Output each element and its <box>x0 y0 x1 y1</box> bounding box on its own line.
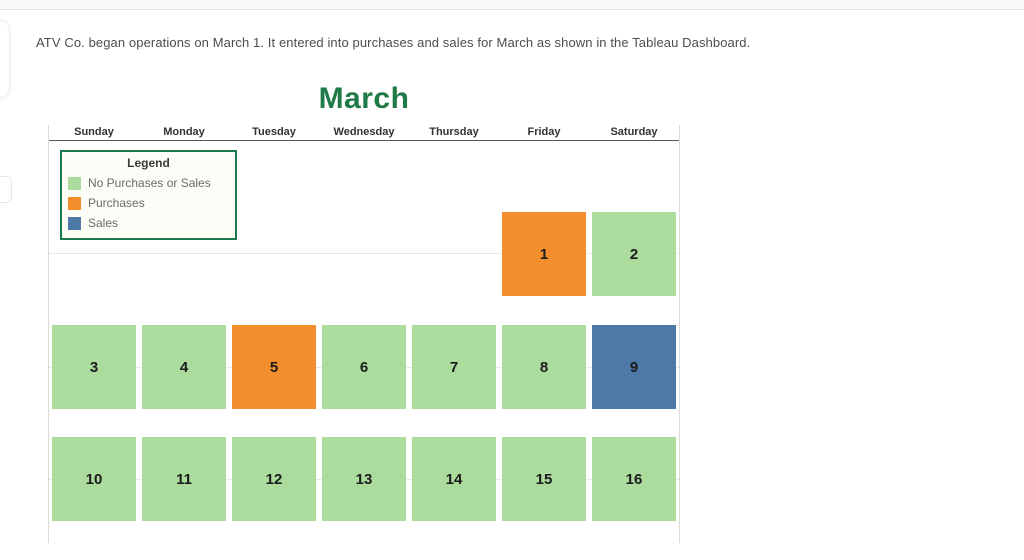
day-cell-16[interactable]: 16 <box>592 437 676 521</box>
legend-item-none: No Purchases or Sales <box>68 173 229 193</box>
day-header-tuesday: Tuesday <box>252 126 296 138</box>
legend-item-label: No Purchases or Sales <box>88 176 211 190</box>
legend-item-label: Purchases <box>88 196 145 210</box>
legend-box: Legend No Purchases or Sales Purchases Sal… <box>60 150 237 240</box>
legend-item-label: Sales <box>88 216 119 230</box>
left-edge-small-card <box>0 176 12 203</box>
legend-item-sales: Sales <box>68 213 229 233</box>
day-cell-12[interactable]: 12 <box>232 437 316 521</box>
top-chrome-bar <box>0 0 1024 10</box>
day-cell-15[interactable]: 15 <box>502 437 586 521</box>
day-cell-5[interactable]: 5 <box>232 325 316 409</box>
day-header-thursday: Thursday <box>429 126 479 138</box>
row-gridline <box>49 253 679 254</box>
day-cell-8[interactable]: 8 <box>502 325 586 409</box>
day-cell-3[interactable]: 3 <box>52 325 136 409</box>
day-header-sunday: Sunday <box>74 126 114 138</box>
legend-item-purchases: Purchases <box>68 193 229 213</box>
legend-swatch-icon <box>68 196 81 210</box>
calendar-week-row: 10 11 12 13 14 15 16 <box>49 437 679 521</box>
left-edge-card <box>0 20 10 98</box>
legend-title: Legend <box>127 156 170 170</box>
day-cell-9[interactable]: 9 <box>592 325 676 409</box>
day-header-wednesday: Wednesday <box>333 126 395 138</box>
legend-swatch-icon <box>68 216 81 230</box>
day-cell-1[interactable]: 1 <box>502 212 586 296</box>
legend-items: No Purchases or Sales Purchases Sales <box>68 173 229 233</box>
day-cell-10[interactable]: 10 <box>52 437 136 521</box>
tableau-dashboard: Sunday Monday Tuesday Wednesday Thursday Frid… <box>48 125 680 543</box>
day-cell-7[interactable]: 7 <box>412 325 496 409</box>
month-title: March <box>318 82 410 115</box>
day-cell-6[interactable]: 6 <box>322 325 406 409</box>
calendar-weeks: 1 2 3 4 5 6 7 8 9 10 11 12 13 14 15 16 <box>49 125 679 543</box>
day-header-saturday: Saturday <box>610 126 658 138</box>
day-cell-14[interactable]: 14 <box>412 437 496 521</box>
day-header-monday: Monday <box>163 126 205 138</box>
day-header-row: Sunday Monday Tuesday Wednesday Thursday Frid… <box>49 125 679 141</box>
legend-swatch-icon <box>68 176 81 190</box>
day-cell-4[interactable]: 4 <box>142 325 226 409</box>
instruction-text: ATV Co. began operations on March 1. It … <box>36 35 751 50</box>
day-header-friday: Friday <box>527 126 561 138</box>
day-cell-2[interactable]: 2 <box>592 212 676 296</box>
day-cell-13[interactable]: 13 <box>322 437 406 521</box>
day-cell-11[interactable]: 11 <box>142 437 226 521</box>
